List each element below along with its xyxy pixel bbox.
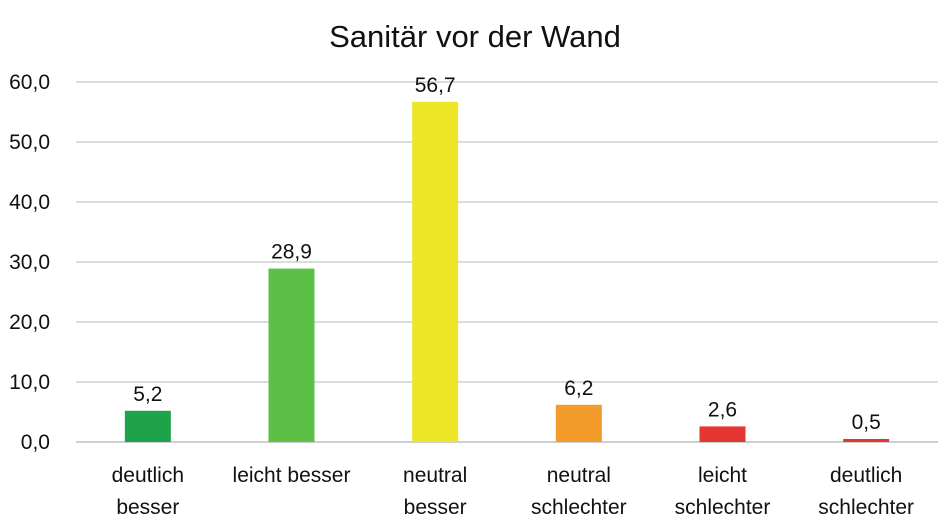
x-category-label: deutlich: [112, 464, 184, 487]
data-label: 0,5: [852, 411, 881, 434]
x-category-label: leicht besser: [233, 464, 351, 487]
y-tick-label: 60,0: [9, 71, 50, 94]
data-label: 2,6: [708, 398, 737, 421]
x-category-label: neutral: [403, 464, 467, 487]
bar: [555, 404, 602, 442]
data-label: 28,9: [271, 241, 312, 264]
bar: [124, 410, 171, 442]
x-category-label: leicht: [698, 464, 747, 487]
bar: [412, 101, 459, 443]
y-tick-label: 0,0: [21, 431, 50, 454]
y-tick-label: 50,0: [9, 131, 50, 154]
x-category-label: deutlich: [830, 464, 902, 487]
x-category-label: besser: [116, 496, 179, 519]
data-labels: 5,2 28,9 56,7 6,2 2,6 0,5: [133, 74, 881, 434]
x-category-label: besser: [404, 496, 467, 519]
y-axis-ticks: 0,0 10,0 20,0 30,0 40,0 50,0 60,0: [9, 71, 50, 454]
x-category-label: schlechter: [675, 496, 771, 519]
y-tick-label: 40,0: [9, 191, 50, 214]
bar: [843, 439, 890, 442]
data-label: 5,2: [133, 383, 162, 406]
y-tick-label: 20,0: [9, 311, 50, 334]
x-category-label: schlechter: [818, 496, 914, 519]
y-tick-label: 30,0: [9, 251, 50, 274]
data-label: 56,7: [415, 74, 456, 97]
bars: [124, 101, 890, 443]
x-category-label: neutral: [547, 464, 611, 487]
bar: [699, 426, 746, 442]
chart-title: Sanitär vor der Wand: [329, 19, 621, 54]
x-axis-categories: deutlich besser leicht besser neutral besser…: [112, 464, 914, 519]
gridlines: [76, 81, 938, 443]
x-category-label: schlechter: [531, 496, 627, 519]
y-tick-label: 10,0: [9, 371, 50, 394]
data-label: 6,2: [564, 377, 593, 400]
bar: [268, 268, 315, 442]
